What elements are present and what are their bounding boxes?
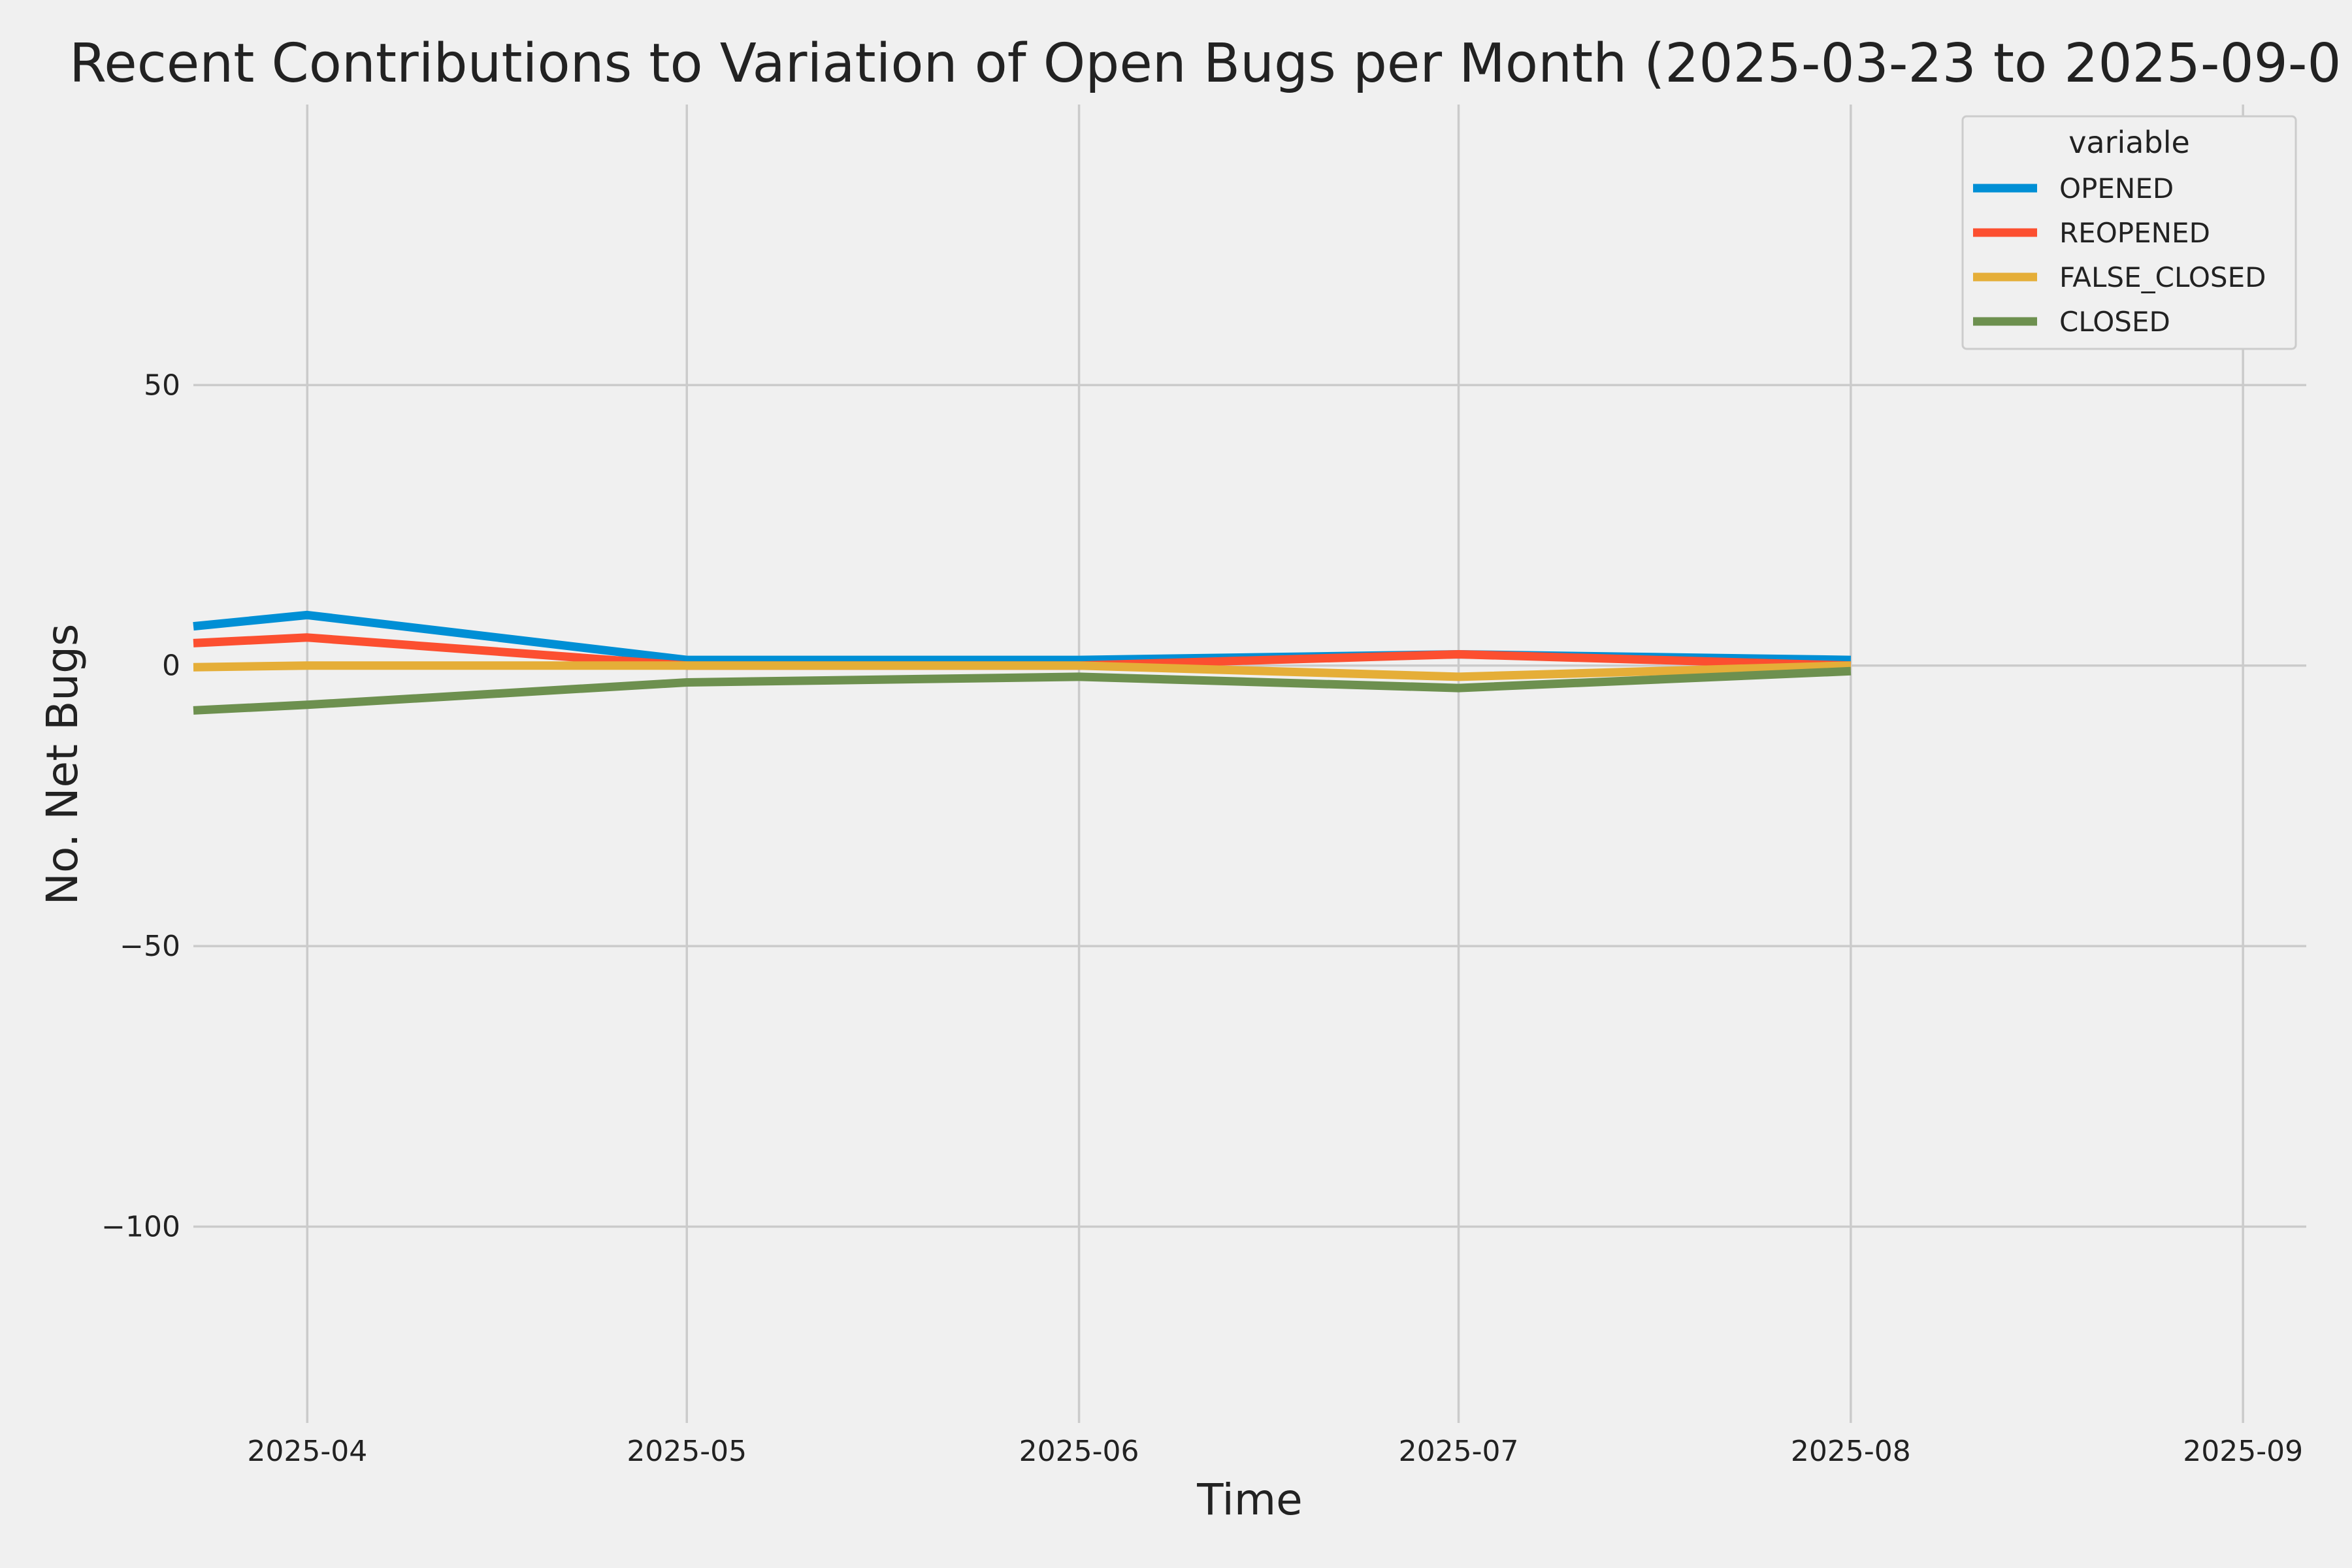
y-tick-labels: 50 0 −50 −100 xyxy=(101,368,180,1243)
legend-label-reopened: REOPENED xyxy=(2059,217,2210,249)
x-tick-label: 2025-06 xyxy=(1019,1435,1139,1468)
y-tick-label: 50 xyxy=(144,368,180,402)
legend-label-false-closed: FALSE_CLOSED xyxy=(2059,261,2266,293)
legend-entry-closed: CLOSED xyxy=(1973,306,2170,338)
legend-entries: OPENED REOPENED FALSE_CLOSED CLOSED xyxy=(1973,172,2266,338)
series-line-opened xyxy=(193,610,1851,664)
legend-entry-reopened: REOPENED xyxy=(1973,217,2210,249)
legend-label-closed: CLOSED xyxy=(2059,306,2170,338)
legend-label-opened: OPENED xyxy=(2059,172,2174,204)
x-tick-label: 2025-04 xyxy=(247,1435,367,1468)
series-line-false-closed xyxy=(193,661,1852,681)
x-tick-label: 2025-05 xyxy=(627,1435,747,1468)
x-tick-label: 2025-07 xyxy=(1399,1435,1519,1468)
x-tick-label: 2025-09 xyxy=(2183,1435,2303,1468)
chart-title: Recent Contributions to Variation of Ope… xyxy=(69,33,2342,95)
series-layer xyxy=(193,610,1852,715)
y-tick-label: −50 xyxy=(120,930,180,963)
x-axis-label: Time xyxy=(1196,1475,1303,1525)
legend-title: variable xyxy=(2068,125,2190,160)
series-line-closed xyxy=(193,666,1852,715)
legend-frame xyxy=(1961,115,2297,350)
y-tick-label: 0 xyxy=(162,649,180,683)
x-tick-label: 2025-08 xyxy=(1791,1435,1911,1468)
legend-entry-opened: OPENED xyxy=(1973,172,2174,204)
legend: variable OPENED REOPENED FALSE_CLOSED CLOSE… xyxy=(1961,115,2297,350)
y-tick-label: −100 xyxy=(101,1210,180,1243)
y-axis-label: No. Net Bugs xyxy=(37,624,88,906)
legend-entry-false-closed: FALSE_CLOSED xyxy=(1973,261,2266,293)
x-tick-labels: 2025-04 2025-05 2025-06 2025-07 2025-08 2025-… xyxy=(247,1435,2303,1468)
